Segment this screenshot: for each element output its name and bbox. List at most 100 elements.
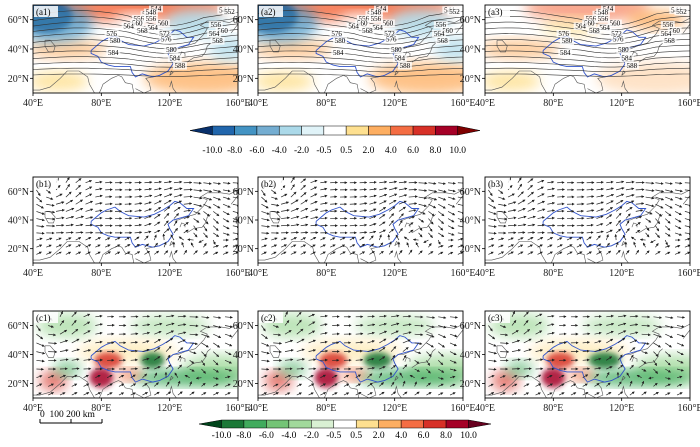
- contour-label: 564: [145, 23, 160, 32]
- wind-vector: [296, 383, 302, 387]
- wind-vector: [59, 383, 66, 387]
- wind-vector: [165, 337, 174, 344]
- wind-vector: [296, 328, 304, 335]
- lat-tick-label: 60°N: [460, 15, 481, 26]
- svg-text:560: 560: [584, 20, 595, 28]
- wind-vector: [615, 200, 624, 205]
- contour-label: 588: [397, 62, 412, 70]
- svg-text:572: 572: [611, 30, 622, 38]
- wind-vector: [144, 222, 152, 227]
- wind-vector: [154, 356, 161, 361]
- wind-vector: [273, 333, 282, 337]
- wind-vector: [517, 191, 524, 198]
- wind-vector: [46, 189, 51, 194]
- wind-vector: [576, 237, 583, 241]
- wind-vector: [665, 377, 671, 380]
- wind-vector: [290, 184, 295, 191]
- wind-vector: [355, 349, 363, 353]
- wind-vector: [281, 223, 290, 227]
- lon-tick-label: 40°E: [23, 98, 43, 109]
- wind-vector: [395, 234, 400, 241]
- wind-vector: [320, 383, 327, 387]
- wind-vector: [165, 364, 172, 370]
- wind-vector: [359, 223, 368, 227]
- wind-vector: [46, 244, 52, 248]
- wind-vector: [665, 232, 671, 237]
- wind-vector: [606, 242, 610, 248]
- wind-vector: [359, 236, 365, 241]
- wind-vector: [367, 340, 375, 344]
- wind-vector: [674, 203, 683, 208]
- wind-vector: [71, 392, 78, 396]
- wind-vector: [114, 237, 121, 241]
- wind-vector: [527, 207, 536, 212]
- wind-vector: [418, 189, 428, 192]
- colorbar-tick-label: -8.0: [236, 431, 251, 441]
- wind-vector: [438, 245, 444, 248]
- colorbar-swatch: [256, 125, 280, 136]
- wind-vector: [449, 325, 458, 328]
- contour-label: 556: [131, 15, 146, 23]
- wind-vector: [106, 374, 113, 379]
- wind-vector: [189, 333, 199, 337]
- wind-vector: [398, 228, 403, 234]
- contour-label: 548: [368, 8, 383, 17]
- wind-vector: [418, 203, 428, 208]
- lon-tick-label: 80°E: [91, 268, 111, 279]
- wind-vector: [527, 215, 536, 219]
- height-contour: [258, 62, 463, 68]
- wind-vector: [59, 329, 68, 335]
- wind-vector: [71, 348, 80, 352]
- wind-vector: [507, 237, 514, 241]
- wind-vector: [665, 203, 673, 209]
- contour-label: 556: [208, 21, 223, 29]
- height-contour: [485, 50, 690, 59]
- contour-label: 568: [135, 27, 150, 35]
- wind-vector: [447, 196, 456, 200]
- lon-tick-label: 40°E: [248, 403, 268, 414]
- wind-vector: [615, 193, 625, 198]
- wind-vector: [118, 392, 125, 396]
- wind-vector: [629, 314, 639, 318]
- wind-vector: [224, 392, 231, 396]
- wind-vector: [511, 320, 517, 326]
- wind-vector: [154, 338, 161, 344]
- wind-vector: [447, 251, 454, 255]
- wind-vector: [296, 348, 305, 352]
- svg-text:580: 580: [618, 46, 629, 54]
- wind-vector: [547, 383, 553, 387]
- wind-vector: [118, 383, 125, 387]
- wind-vector: [343, 383, 350, 387]
- wind-vector: [606, 391, 612, 396]
- wind-vector: [36, 351, 46, 355]
- colorbar-tick-label: 0.5: [340, 146, 352, 156]
- wind-vector: [438, 251, 444, 255]
- lon-tick-label: 120°E: [609, 268, 634, 279]
- wind-vector: [142, 366, 150, 370]
- wind-vector: [547, 340, 555, 344]
- wind-vector: [674, 211, 682, 216]
- wind-vector: [359, 209, 368, 213]
- wind-vector: [154, 229, 161, 234]
- wind-vector: [428, 251, 434, 255]
- wind-vector: [193, 181, 202, 185]
- wind-vector: [189, 351, 197, 355]
- wind-vector: [213, 325, 222, 329]
- wind-vector: [527, 244, 533, 248]
- colorbar-tick-label: 10.0: [460, 431, 477, 441]
- wind-vector: [398, 200, 407, 205]
- wind-vector: [290, 231, 299, 234]
- wind-vector: [665, 368, 671, 373]
- contour-label: 564: [346, 22, 361, 30]
- wind-vector: [606, 314, 614, 318]
- wind-vector: [201, 382, 206, 387]
- height-contour: [33, 33, 238, 45]
- wind-vector: [447, 218, 455, 223]
- wind-vector: [547, 209, 556, 213]
- wind-vector: [655, 189, 665, 193]
- lat-tick-label: 60°N: [460, 187, 481, 198]
- wind-vector: [617, 322, 627, 326]
- wind-vector: [511, 311, 515, 317]
- lon-tick-label: 40°E: [475, 403, 495, 414]
- wind-vector: [398, 219, 403, 226]
